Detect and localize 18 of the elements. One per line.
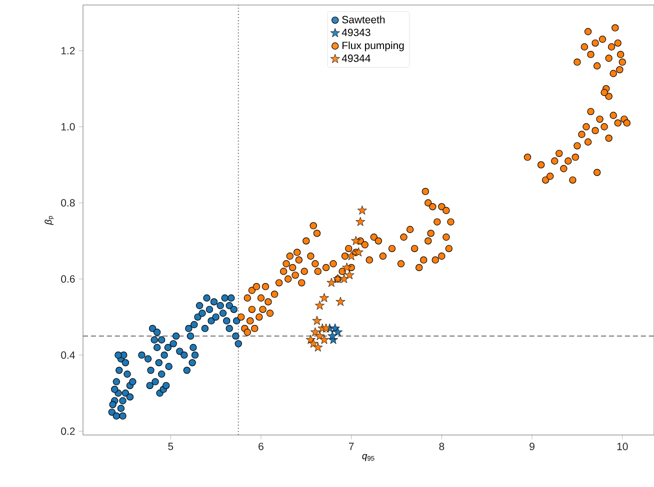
x-tick-label: 8 bbox=[439, 442, 444, 450]
x-tick-label: 7 bbox=[348, 442, 354, 450]
x-tick-label: 10 bbox=[617, 442, 628, 450]
y-tick-label: 1.2 bbox=[61, 47, 75, 54]
x-axis-title: q$_{95}$ bbox=[362, 454, 374, 462]
x-tick-label: 5 bbox=[168, 442, 174, 450]
x-tick-label: 6 bbox=[258, 442, 264, 450]
y-tick-label: 0.6 bbox=[61, 275, 75, 283]
legend-label: Sawteeth bbox=[342, 16, 385, 24]
legend-label: Flux pumping bbox=[342, 41, 404, 52]
y-tick-label: 0.4 bbox=[61, 351, 75, 359]
x-tick-label: 9 bbox=[530, 442, 534, 450]
legend-label: 49344 bbox=[342, 54, 370, 62]
y-tick-label: 1.0 bbox=[61, 123, 75, 130]
y-axis-title: β$_{p}$ bbox=[44, 216, 54, 226]
legend-label: 49343 bbox=[342, 28, 370, 36]
y-tick-label: 0.2 bbox=[61, 428, 75, 435]
y-tick-label: 0.8 bbox=[61, 199, 75, 207]
